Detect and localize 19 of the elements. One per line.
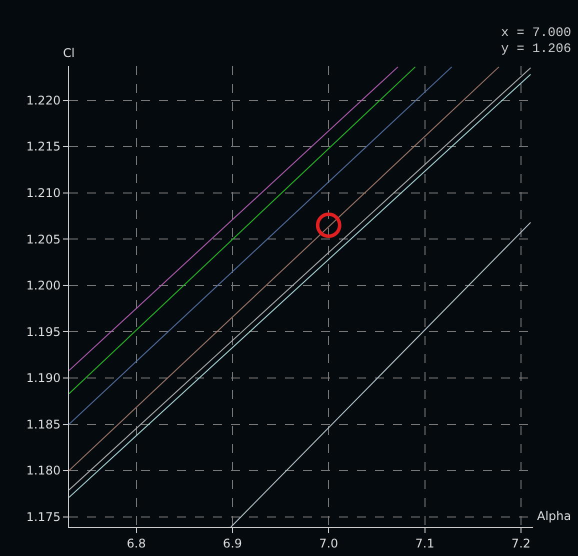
text: y = 1.206	[501, 41, 572, 56]
y-tick-label: 1.215	[26, 140, 61, 154]
y-tick-label: 1.205	[26, 232, 61, 246]
text: x = 7.000	[501, 25, 572, 40]
x-tick-label: 7.2	[511, 536, 531, 550]
y-tick-label: 1.210	[26, 186, 61, 200]
y-tick-label: 1.190	[26, 371, 61, 386]
x-tick-label: 7.1	[415, 536, 434, 550]
x-tick-label: 6.9	[222, 536, 242, 550]
x-tick-label: 6.8	[126, 536, 146, 550]
y-tick-label: 1.180	[26, 464, 61, 478]
y-tick-label: 1.220	[26, 93, 61, 108]
x-axis-title: Alpha	[537, 509, 572, 523]
x-tick-label: 7.0	[319, 536, 338, 550]
y-axis-title: Cl	[63, 46, 75, 60]
y-tick-label: 1.175	[26, 510, 61, 524]
y-tick-label: 1.200	[26, 278, 61, 293]
y-tick-label: 1.185	[26, 417, 61, 432]
y-tick-label: 1.195	[26, 324, 61, 339]
